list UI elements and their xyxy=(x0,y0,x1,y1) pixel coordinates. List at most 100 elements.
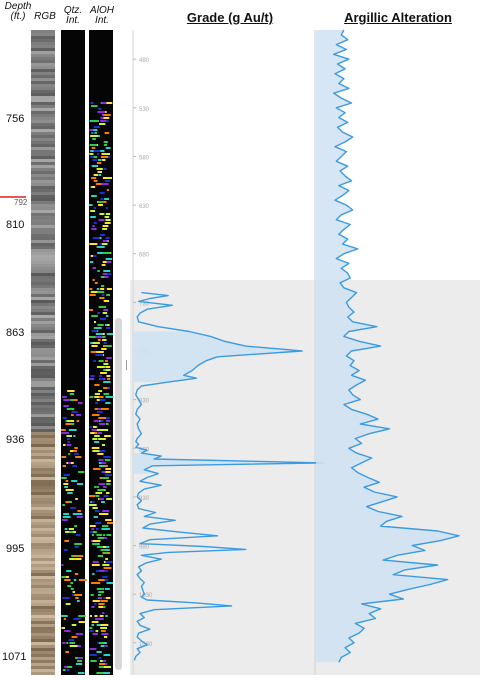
intensity-texture-mark xyxy=(104,198,109,200)
intensity-texture-mark xyxy=(100,645,105,647)
core-texture-band xyxy=(31,54,55,57)
intensity-texture-mark xyxy=(89,204,93,206)
core-texture-band xyxy=(31,477,55,480)
intensity-texture-mark xyxy=(98,579,105,581)
core-texture-band xyxy=(31,45,55,48)
intensity-texture-mark xyxy=(68,639,74,641)
aloh-header: AlOH Int. xyxy=(88,6,116,26)
intensity-texture-mark xyxy=(104,570,109,572)
intensity-texture-mark xyxy=(100,600,108,602)
intensity-texture-mark xyxy=(91,186,96,188)
intensity-texture-mark xyxy=(97,651,102,653)
core-texture-band xyxy=(31,339,55,342)
core-texture-band xyxy=(31,393,55,396)
intensity-texture-mark xyxy=(68,399,73,401)
intensity-texture-mark xyxy=(97,111,106,113)
intensity-texture-mark xyxy=(89,243,98,245)
intensity-texture-mark xyxy=(92,294,96,296)
core-texture-band xyxy=(31,576,55,579)
intensity-texture-mark xyxy=(89,525,96,527)
core-texture-band xyxy=(31,663,55,666)
intensity-texture-mark xyxy=(92,267,96,269)
intensity-texture-mark xyxy=(91,315,98,317)
y-tick-label: 580 xyxy=(139,155,150,161)
intensity-texture-mark xyxy=(92,447,100,449)
rgb-header: RGB xyxy=(32,12,58,22)
rgb-header-label: RGB xyxy=(34,11,56,22)
intensity-texture-mark xyxy=(78,615,86,617)
intensity-texture-mark xyxy=(93,222,97,224)
core-texture-band xyxy=(31,558,55,561)
core-texture-band xyxy=(31,288,55,291)
intensity-texture-mark xyxy=(98,483,106,485)
intensity-texture-mark xyxy=(96,168,103,170)
core-texture-band xyxy=(31,396,55,399)
intensity-texture-mark xyxy=(90,156,95,158)
intensity-texture-mark xyxy=(98,591,105,593)
intensity-texture-mark xyxy=(89,294,95,296)
intensity-texture-mark xyxy=(66,501,70,503)
intensity-texture-mark xyxy=(63,513,70,515)
core-texture-band xyxy=(31,159,55,162)
core-texture-band xyxy=(31,636,55,639)
intensity-texture-mark xyxy=(78,471,85,473)
scrollbar-handle[interactable] xyxy=(115,318,122,670)
intensity-texture-mark xyxy=(99,450,106,452)
intensity-texture-mark xyxy=(95,183,102,185)
intensity-texture-mark xyxy=(74,573,79,575)
intensity-texture-mark xyxy=(104,132,109,134)
intensity-texture-mark xyxy=(69,642,75,644)
core-texture-band xyxy=(31,573,55,576)
intensity-texture-mark xyxy=(91,582,98,584)
intensity-texture-mark xyxy=(104,216,110,218)
core-texture-band xyxy=(31,516,55,519)
core-texture-band xyxy=(31,474,55,477)
intensity-texture-mark xyxy=(105,147,111,149)
intensity-texture-mark xyxy=(104,549,110,551)
core-texture-band xyxy=(31,669,55,672)
intensity-texture-mark xyxy=(103,345,107,347)
core-texture-band xyxy=(31,78,55,81)
intensity-texture-mark xyxy=(96,618,104,620)
intensity-texture-mark xyxy=(105,219,111,221)
intensity-texture-mark xyxy=(75,534,81,536)
intensity-texture-mark xyxy=(98,603,105,605)
intensity-texture-mark xyxy=(99,513,107,515)
core-texture-band xyxy=(31,120,55,123)
intensity-texture-mark xyxy=(91,624,95,626)
intensity-texture-mark xyxy=(90,432,96,434)
intensity-texture-mark xyxy=(103,456,111,458)
core-texture-band xyxy=(31,570,55,573)
aloh-header-label: AlOH xyxy=(90,5,114,16)
core-texture-band xyxy=(31,351,55,354)
intensity-texture-mark xyxy=(106,387,110,389)
intensity-texture-mark xyxy=(93,156,98,158)
intensity-texture-mark xyxy=(98,108,102,110)
intensity-texture-mark xyxy=(104,144,107,146)
core-texture-band xyxy=(31,201,55,204)
intensity-texture-mark xyxy=(101,285,105,287)
intensity-texture-mark xyxy=(73,579,77,581)
y-tick-label: 480 xyxy=(139,58,150,64)
core-texture-band xyxy=(31,582,55,585)
intensity-texture-mark xyxy=(96,366,105,368)
argillic-chart-title: Argillic Alteration xyxy=(344,10,452,25)
intensity-texture-mark xyxy=(69,423,75,425)
intensity-texture-mark xyxy=(93,126,100,128)
intensity-texture-mark xyxy=(103,495,109,497)
intensity-texture-mark xyxy=(100,630,106,632)
intensity-texture-mark xyxy=(65,480,69,482)
intensity-texture-mark xyxy=(63,444,66,446)
intensity-texture-mark xyxy=(66,669,70,671)
intensity-texture-mark xyxy=(97,543,100,545)
core-texture-band xyxy=(31,501,55,504)
intensity-texture-mark xyxy=(75,414,82,416)
core-texture-band xyxy=(31,504,55,507)
intensity-texture-mark xyxy=(89,144,98,146)
intensity-texture-mark xyxy=(105,324,108,326)
core-texture-band xyxy=(31,483,55,486)
core-texture-band xyxy=(31,186,55,189)
intensity-texture-mark xyxy=(106,582,114,584)
intensity-texture-mark xyxy=(101,102,107,104)
core-texture-band xyxy=(31,195,55,198)
